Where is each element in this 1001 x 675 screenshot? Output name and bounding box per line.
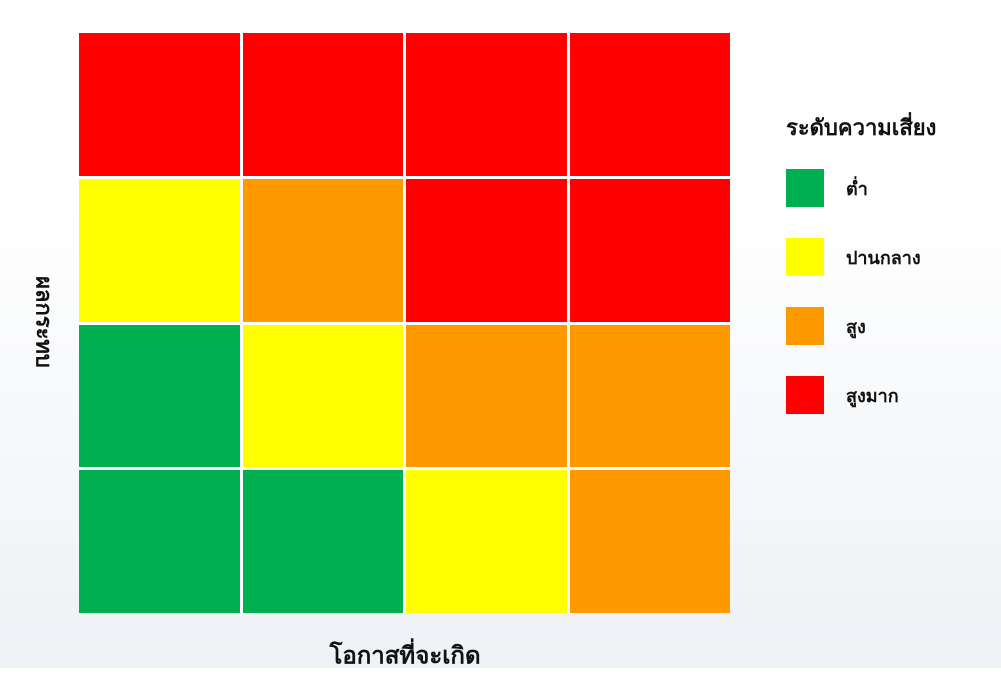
legend-item-low: ต่ำ	[786, 169, 991, 207]
matrix-cell-impact-3-likelihood-4	[569, 178, 730, 322]
matrix-cell-impact-4-likelihood-2	[242, 33, 403, 176]
matrix-cell-impact-2-likelihood-3	[406, 324, 567, 468]
legend-label-low: ต่ำ	[846, 178, 868, 200]
legend-item-high: สูง	[786, 307, 991, 345]
matrix-cell-impact-3-likelihood-1	[79, 178, 240, 322]
legend-item-very-high: สูงมาก	[786, 376, 991, 414]
matrix-cell-impact-1-likelihood-2	[242, 470, 403, 613]
legend-swatch-very-high	[786, 376, 824, 414]
y-axis-label: ผลกระทบ	[30, 276, 56, 368]
matrix-cell-impact-3-likelihood-3	[406, 178, 567, 322]
risk-matrix	[79, 33, 730, 613]
matrix-cell-impact-3-likelihood-2	[242, 178, 403, 322]
legend-label-very-high: สูงมาก	[846, 385, 899, 407]
matrix-cell-impact-4-likelihood-4	[569, 33, 730, 176]
matrix-cell-impact-2-likelihood-2	[242, 324, 403, 468]
legend-title: ระดับความเสี่ยง	[786, 116, 937, 141]
matrix-cell-impact-2-likelihood-4	[569, 324, 730, 468]
legend-swatch-medium	[786, 238, 824, 276]
matrix-cell-impact-4-likelihood-1	[79, 33, 240, 176]
legend-swatch-high	[786, 307, 824, 345]
matrix-cell-impact-1-likelihood-4	[569, 470, 730, 613]
matrix-cell-impact-4-likelihood-3	[406, 33, 567, 176]
x-axis-label: โอกาสที่จะเกิด	[329, 641, 481, 670]
matrix-cell-impact-1-likelihood-1	[79, 470, 240, 613]
legend-item-medium: ปานกลาง	[786, 238, 991, 276]
matrix-cell-impact-1-likelihood-3	[406, 470, 567, 613]
legend: ระดับความเสี่ยง ต่ำ ปานกลาง สูง สูงมาก	[786, 110, 991, 445]
legend-swatch-low	[786, 169, 824, 207]
matrix-cell-impact-2-likelihood-1	[79, 324, 240, 468]
legend-label-medium: ปานกลาง	[846, 247, 921, 269]
legend-label-high: สูง	[846, 316, 866, 338]
